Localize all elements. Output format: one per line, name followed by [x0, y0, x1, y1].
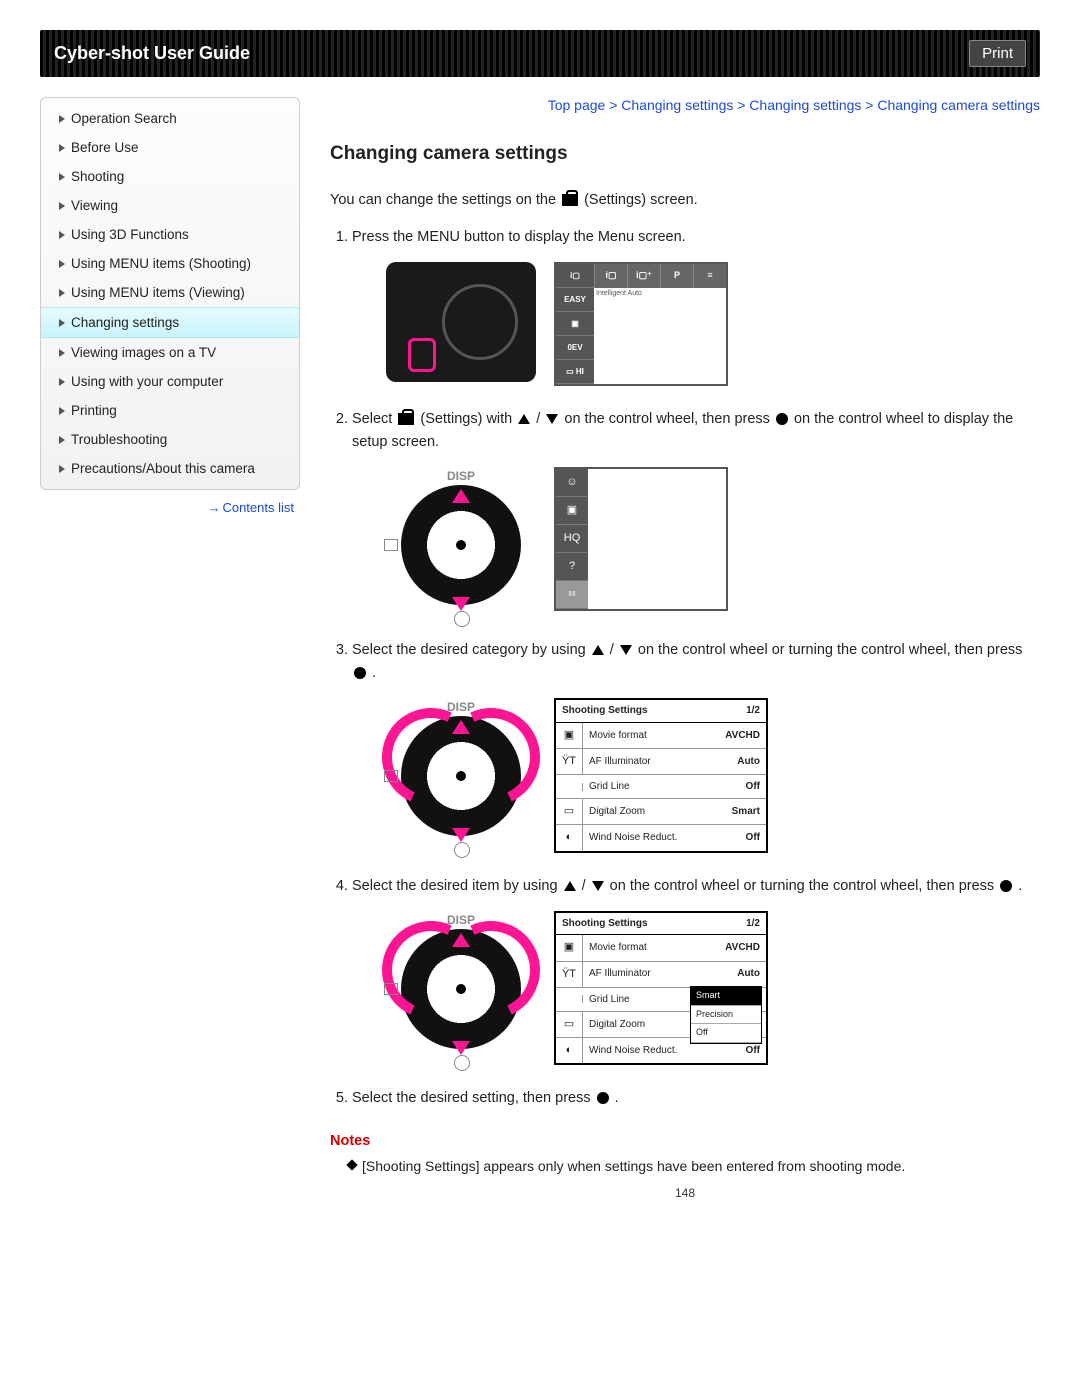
up-icon	[564, 881, 576, 891]
settings-icon	[398, 413, 414, 425]
page-number: 148	[330, 1184, 1040, 1203]
main-content: Top page > Changing settings > Changing …	[330, 97, 1040, 1202]
up-icon	[592, 645, 604, 655]
sidebar-item[interactable]: Using with your computer	[41, 367, 299, 396]
nav-list: Operation SearchBefore UseShootingViewin…	[40, 97, 300, 490]
down-icon	[546, 414, 558, 424]
sidebar-item[interactable]: Troubleshooting	[41, 425, 299, 454]
figure-shooting-settings-select: Shooting Settings1/2▣Movie formatAVCHDŸT…	[554, 911, 768, 1065]
center-button-icon	[1000, 880, 1012, 892]
sidebar-item[interactable]: Viewing	[41, 191, 299, 220]
sidebar-item[interactable]: Before Use	[41, 133, 299, 162]
intro-text: You can change the settings on the (Sett…	[330, 189, 1040, 211]
sidebar-item[interactable]: Printing	[41, 396, 299, 425]
print-button[interactable]: Print	[969, 40, 1026, 67]
figure-control-wheel-rotate: DISP	[386, 911, 536, 1061]
step-1: Press the MENU button to display the Men…	[352, 226, 1040, 386]
step-3: Select the desired category by using / o…	[352, 639, 1040, 852]
sidebar-item[interactable]: Using MENU items (Shooting)	[41, 249, 299, 278]
figure-camera-back	[386, 262, 536, 382]
step-5: Select the desired setting, then press .	[352, 1087, 1040, 1109]
sidebar: Operation SearchBefore UseShootingViewin…	[40, 97, 300, 1202]
step-4: Select the desired item by using / on th…	[352, 875, 1040, 1066]
step-2: Select (Settings) with / on the control …	[352, 408, 1040, 617]
note-item: [Shooting Settings] appears only when se…	[348, 1156, 1040, 1178]
figure-control-wheel-rotate: DISP	[386, 698, 536, 848]
down-icon	[592, 881, 604, 891]
settings-icon	[562, 194, 578, 206]
figure-control-wheel: DISP	[386, 467, 536, 617]
page-title: Changing camera settings	[330, 143, 1040, 165]
figure-shooting-settings: Shooting Settings1/2▣Movie formatAVCHDŸT…	[554, 698, 768, 852]
guide-title: Cyber-shot User Guide	[54, 43, 250, 64]
header-bar: Cyber-shot User Guide Print	[40, 30, 1040, 77]
figure-lcd-recmode: i▢EASY▣0EV▭ HI i▢i▢⁺P≡ Intelligent Auto	[554, 262, 728, 386]
down-icon	[620, 645, 632, 655]
notes-list: [Shooting Settings] appears only when se…	[348, 1156, 1040, 1178]
center-button-icon	[776, 413, 788, 425]
up-icon	[518, 414, 530, 424]
sidebar-item[interactable]: Changing settings	[41, 307, 299, 338]
notes-heading: Notes	[330, 1130, 1040, 1152]
sidebar-item[interactable]: Using 3D Functions	[41, 220, 299, 249]
figure-lcd-menu: ☺▣HQ?⎂	[554, 467, 728, 611]
sidebar-item[interactable]: Using MENU items (Viewing)	[41, 278, 299, 307]
sidebar-item[interactable]: Operation Search	[41, 104, 299, 133]
contents-list-link[interactable]: →Contents list	[40, 490, 300, 515]
breadcrumb[interactable]: Top page > Changing settings > Changing …	[330, 97, 1040, 113]
sidebar-item[interactable]: Precautions/About this camera	[41, 454, 299, 483]
sidebar-item[interactable]: Viewing images on a TV	[41, 338, 299, 367]
center-button-icon	[354, 667, 366, 679]
center-button-icon	[597, 1092, 609, 1104]
sidebar-item[interactable]: Shooting	[41, 162, 299, 191]
